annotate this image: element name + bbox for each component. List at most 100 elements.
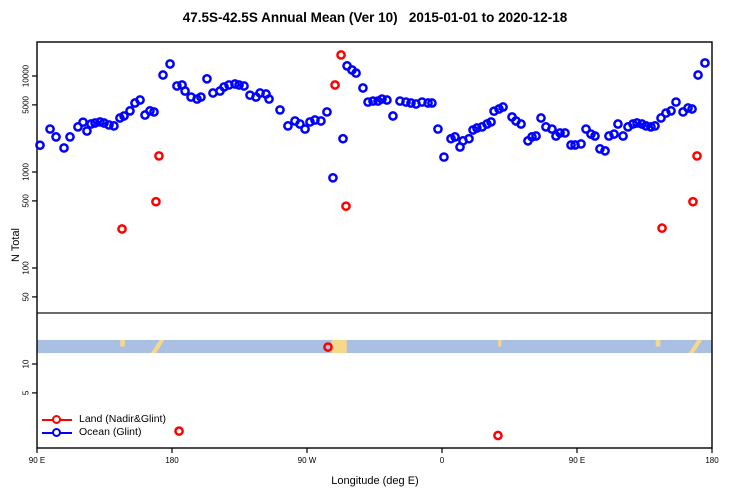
land-point xyxy=(117,224,127,234)
y-tick-label: 10000 xyxy=(22,64,31,87)
land-point xyxy=(336,50,346,60)
chart-title: 47.5S-42.5S Annual Mean (Ver 10) 2015-01… xyxy=(182,10,568,25)
ocean-point xyxy=(165,59,175,69)
land-point xyxy=(323,342,333,352)
land-point xyxy=(657,223,667,234)
ocean-point xyxy=(560,128,570,138)
land-point xyxy=(692,151,702,161)
ocean-point xyxy=(51,132,61,142)
x-tick-label: 0 xyxy=(440,456,445,465)
ocean-point xyxy=(90,118,100,128)
land-point xyxy=(174,426,184,436)
ocean-point xyxy=(338,133,348,144)
ocean-point xyxy=(316,116,326,126)
ocean-point xyxy=(388,111,398,121)
ocean-point xyxy=(632,118,642,128)
ocean-point xyxy=(219,82,229,92)
ocean-point xyxy=(576,139,586,149)
y-tick-label: 5 xyxy=(22,390,31,395)
ocean-point xyxy=(73,122,83,132)
ocean-point xyxy=(613,119,623,129)
ocean-point xyxy=(264,94,274,104)
map-band-land-patch xyxy=(331,339,347,354)
ocean-point xyxy=(328,172,338,183)
ocean-point xyxy=(464,133,474,144)
ocean-point xyxy=(158,70,168,80)
ocean-point xyxy=(590,131,600,141)
map-band-land-patch xyxy=(688,339,703,354)
ocean-point xyxy=(433,124,443,134)
ocean-point xyxy=(472,123,482,133)
ocean-point xyxy=(531,131,541,141)
ocean-point xyxy=(125,106,135,116)
land-point xyxy=(493,430,503,441)
ocean-point xyxy=(180,86,190,96)
ocean-point xyxy=(595,144,605,154)
ocean-point xyxy=(305,117,315,127)
map-band-ocean xyxy=(37,339,712,354)
land-point xyxy=(341,201,351,212)
map-band-land-patch xyxy=(655,339,661,347)
ocean-point xyxy=(275,105,285,115)
ocean-marker-icon xyxy=(42,427,72,438)
ocean-point xyxy=(283,121,293,131)
plot-border xyxy=(36,41,713,449)
y-tick-label: 100 xyxy=(22,261,31,275)
ocean-point xyxy=(527,132,537,142)
ocean-point xyxy=(547,124,557,134)
ocean-point xyxy=(427,98,437,108)
ocean-point xyxy=(600,146,610,156)
ocean-point xyxy=(581,124,591,134)
ocean-point xyxy=(368,96,378,106)
ocean-point xyxy=(401,97,411,107)
ocean-point xyxy=(650,121,660,131)
y-tick-label: 10 xyxy=(22,359,31,368)
ocean-point xyxy=(486,117,496,127)
y-tick-label: 1000 xyxy=(22,163,31,181)
ocean-point xyxy=(536,113,546,123)
legend: Land (Nadir&Glint) Ocean (Glint) xyxy=(42,413,166,439)
ocean-point xyxy=(382,95,392,105)
ocean-point xyxy=(196,92,206,102)
ocean-point xyxy=(516,119,526,129)
ocean-point xyxy=(78,117,88,128)
ocean-point xyxy=(666,106,676,116)
ocean-point xyxy=(641,121,651,131)
ocean-point xyxy=(423,98,433,108)
legend-item-ocean: Ocean (Glint) xyxy=(42,426,166,439)
ocean-point xyxy=(172,81,182,91)
ocean-point xyxy=(351,68,361,78)
legend-label-land: Land (Nadir&Glint) xyxy=(79,412,166,425)
y-tick-label: 5000 xyxy=(22,95,31,113)
x-tick-label: 90 W xyxy=(298,456,317,465)
y-tick-label: 50 xyxy=(22,292,31,301)
ocean-point xyxy=(671,97,681,107)
map-band-land-patch xyxy=(498,339,502,347)
ocean-point xyxy=(104,120,114,130)
ocean-point xyxy=(687,104,697,114)
ocean-point xyxy=(45,124,55,134)
y-tick-label: 500 xyxy=(22,194,31,208)
ocean-point xyxy=(82,126,92,136)
ocean-point xyxy=(239,81,249,91)
land-marker-icon xyxy=(42,414,72,425)
ocean-point xyxy=(439,152,449,162)
map-band-land-patch xyxy=(120,339,125,347)
ocean-point xyxy=(322,107,332,117)
ocean-point xyxy=(99,118,109,128)
ocean-point xyxy=(202,73,212,84)
ocean-point xyxy=(149,107,159,117)
ocean-point xyxy=(498,102,508,112)
ocean-point xyxy=(234,80,244,90)
ocean-point xyxy=(377,94,387,104)
x-tick-label: 90 E xyxy=(29,456,45,465)
ocean-point xyxy=(566,140,576,150)
ocean-point xyxy=(65,132,75,142)
ocean-point xyxy=(555,128,565,138)
ocean-point xyxy=(406,98,416,108)
x-tick-label: 180 xyxy=(165,456,179,465)
ocean-point xyxy=(59,143,69,153)
ocean-point xyxy=(135,95,145,105)
ocean-point xyxy=(295,119,305,129)
